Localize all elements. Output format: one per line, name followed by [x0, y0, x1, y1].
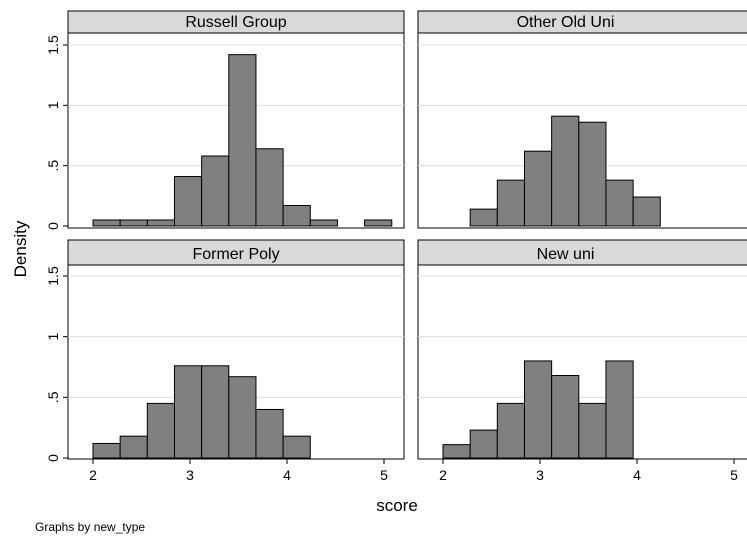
histogram-bar [578, 402, 607, 459]
panel-header-new-uni [417, 239, 747, 266]
histogram-bar [469, 429, 498, 459]
x-tick-label: 5 [380, 467, 388, 483]
histogram-bar [255, 408, 284, 459]
panel-title-new-uni: New uni [537, 246, 595, 263]
x-tick-label: 2 [89, 467, 97, 483]
x-tick-label: 4 [633, 467, 641, 483]
panel-other-old-uni: Other Old Uni [417, 10, 747, 229]
x-tick-label: 3 [186, 467, 194, 483]
histogram-bar [173, 176, 203, 227]
x-tick-label: 2 [439, 467, 447, 483]
histogram-bar [605, 360, 634, 459]
histogram-bar [496, 402, 525, 459]
y-tick-label: .5 [45, 391, 61, 403]
x-tick-label: 5 [730, 467, 738, 483]
panel-title-other-old-uni: Other Old Uni [517, 14, 615, 31]
histogram-bar [92, 219, 121, 227]
histogram-bar [119, 219, 148, 227]
histogram-bar [228, 376, 257, 459]
histogram-bar [523, 360, 553, 459]
histogram-bar [364, 219, 393, 227]
panel-header-former-poly [67, 239, 405, 266]
histogram-bar [551, 115, 580, 227]
x-tick-label: 4 [283, 467, 291, 483]
histogram-bar [201, 365, 230, 459]
x-axis-title: score [376, 496, 418, 515]
histogram-bar [523, 150, 553, 227]
histogram-bar [282, 204, 311, 227]
y-tick-label: 1 [45, 101, 61, 109]
panel-title-russell-group: Russell Group [185, 14, 286, 31]
histogram-bar [146, 402, 175, 459]
histogram-bar [605, 179, 634, 227]
histogram-bar [119, 435, 148, 459]
y-tick-label: 1.5 [45, 35, 61, 55]
y-tick-label: 0 [45, 454, 61, 462]
histogram-bar [551, 374, 580, 459]
histogram-bar [146, 219, 175, 227]
y-tick-label: 1.5 [45, 266, 61, 286]
histogram-bar [201, 155, 230, 227]
y-tick-label: 1 [45, 333, 61, 341]
y-tick-label: .5 [45, 160, 61, 172]
histogram-bar [282, 435, 311, 459]
graphs-by-note: Graphs by new_type [35, 520, 145, 534]
histogram-bar [255, 148, 284, 227]
panel-new-uni: New uni 2 3 4 5 [417, 239, 747, 483]
histogram-bar [442, 444, 471, 459]
histogram-bar [228, 54, 257, 227]
y-tick-label: 0 [45, 222, 61, 230]
panel-russell-group: Russell Group 0 .5 1 1.5 [45, 10, 405, 230]
panel-title-former-poly: Former Poly [192, 246, 279, 263]
histogram-bar [578, 121, 607, 227]
x-tick-label: 3 [536, 467, 544, 483]
histogram-bar [632, 196, 661, 227]
histogram-bar [309, 219, 338, 227]
panel-former-poly: Former Poly 0 .5 1 1.5 2 3 4 5 [45, 239, 405, 483]
histogram-bar [92, 442, 121, 459]
histogram-bar [496, 179, 525, 227]
y-axis-title: Density [11, 220, 30, 277]
histogram-bar [173, 365, 203, 459]
histogram-bar [469, 208, 498, 227]
